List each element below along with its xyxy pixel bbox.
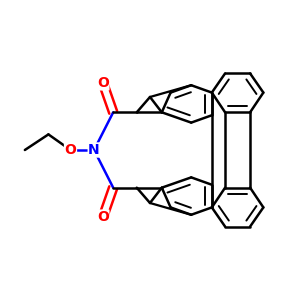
Text: O: O bbox=[97, 210, 109, 224]
Text: O: O bbox=[64, 143, 76, 157]
Text: O: O bbox=[97, 76, 109, 90]
Text: N: N bbox=[88, 143, 100, 157]
